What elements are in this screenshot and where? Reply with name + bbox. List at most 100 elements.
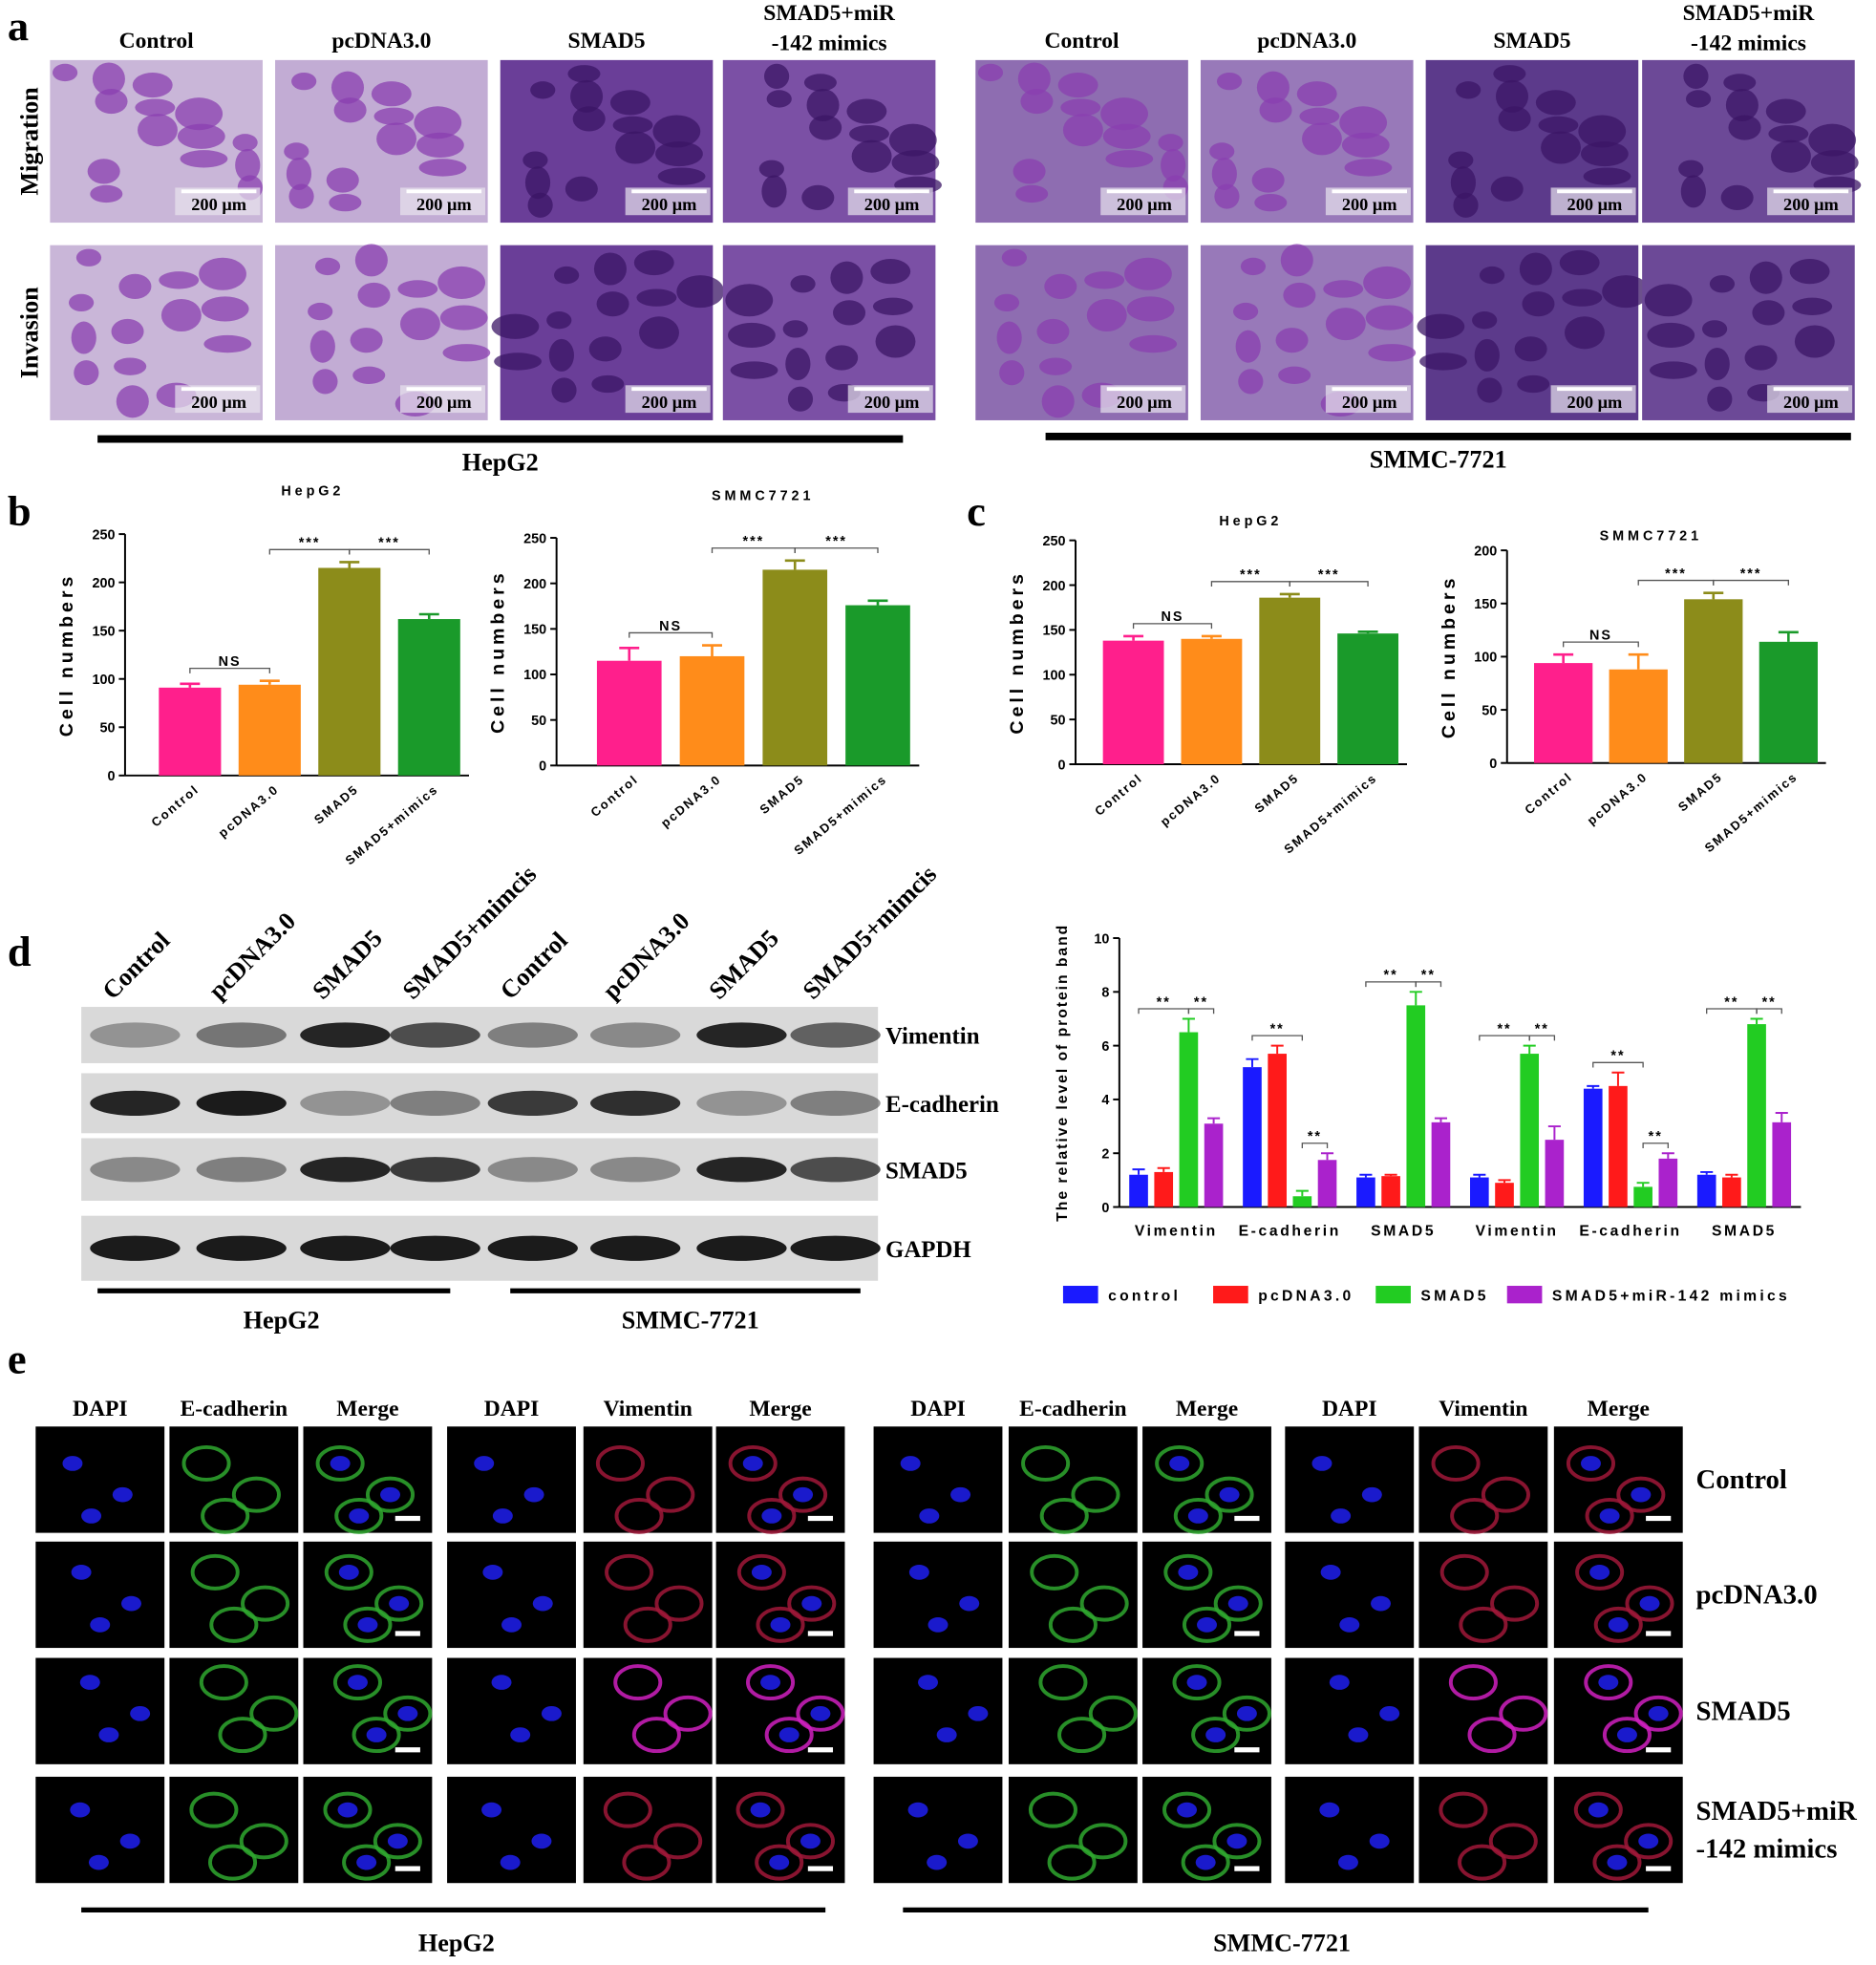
bar — [1495, 1183, 1514, 1207]
bar — [1154, 1171, 1174, 1207]
blot-band — [390, 1022, 480, 1048]
nucleus — [959, 1595, 980, 1612]
significance-label: ** — [1384, 968, 1398, 983]
cytoplasm — [1078, 1823, 1128, 1860]
x-tick-label: SMAD5 — [1712, 1224, 1777, 1240]
bar — [679, 655, 745, 766]
cell-blob — [1302, 122, 1342, 156]
nucleus — [1361, 1486, 1382, 1503]
cytoplasm — [631, 1717, 681, 1754]
cytoplasm — [332, 1664, 383, 1701]
cell-blob — [530, 81, 556, 99]
blot-band — [790, 1022, 881, 1048]
cell-blob — [138, 114, 178, 147]
nucleus — [1348, 1727, 1369, 1742]
cell-blob — [1792, 297, 1833, 315]
cytoplasm — [614, 1497, 664, 1534]
error-bar — [1201, 634, 1222, 639]
cell-blob — [175, 97, 224, 131]
nucleus — [793, 1486, 814, 1503]
cell-blob — [572, 106, 606, 132]
group-label: HepG2 — [418, 1930, 495, 1957]
cytoplasm — [1566, 1444, 1616, 1482]
blot-band — [90, 1090, 181, 1116]
lane-label: pcDNA3.0 — [597, 907, 694, 1004]
cell-blob — [1344, 159, 1393, 177]
y-tick-label: 200 — [92, 576, 115, 591]
cell-blob — [1211, 157, 1237, 191]
cell-blob — [1541, 131, 1581, 164]
legend-label: SMAD5+miR-142 mimics — [1552, 1289, 1790, 1305]
nucleus — [1607, 1854, 1628, 1870]
nucleus — [1337, 1854, 1358, 1870]
significance-label: ** — [1194, 994, 1208, 1010]
row-label: Migration — [15, 87, 43, 196]
cell-blob — [875, 325, 916, 358]
error-bar — [1703, 591, 1724, 600]
cell-blob — [1765, 98, 1806, 124]
cell-blob — [999, 360, 1025, 386]
cell-blob — [1015, 184, 1049, 203]
y-tick-label: 100 — [1043, 669, 1066, 684]
y-tick-label: 0 — [539, 759, 546, 775]
cytoplasm — [603, 1791, 652, 1828]
nucleus — [770, 1616, 791, 1633]
cell-blob — [350, 328, 383, 353]
column-header: DAPI — [484, 1397, 540, 1421]
cytoplasm — [208, 1844, 258, 1881]
cell-blob — [71, 321, 96, 354]
blot-band — [487, 1022, 578, 1048]
row-label: -142 mimics — [1695, 1833, 1837, 1864]
error-bar — [1750, 1017, 1763, 1025]
x-tick-label: SMAD5+mimics — [791, 772, 889, 858]
cytoplasm — [1448, 1664, 1498, 1701]
error-bar — [418, 612, 439, 620]
y-tick-label: 0 — [1489, 757, 1497, 772]
nucleus — [968, 1705, 989, 1721]
nucleus — [810, 1705, 831, 1721]
nucleus — [119, 1833, 140, 1849]
nucleus — [70, 1802, 91, 1818]
significance-label: ** — [1308, 1129, 1322, 1144]
significance-label: *** — [743, 534, 765, 549]
column-header: Vimentin — [1439, 1397, 1527, 1421]
nucleus — [79, 1675, 100, 1690]
nucleus — [1331, 1508, 1352, 1524]
nucleus — [750, 1802, 771, 1818]
cell-blob — [1158, 134, 1183, 152]
cell-blob — [1039, 357, 1073, 375]
cytoplasm — [383, 1695, 433, 1732]
cell-blob — [1126, 296, 1175, 322]
cell-blob — [491, 313, 540, 339]
significance-label: *** — [299, 536, 321, 551]
y-tick-label: 50 — [1051, 713, 1066, 728]
nucleus — [1177, 1802, 1198, 1818]
cell-blob — [830, 261, 863, 294]
column-header: Merge — [336, 1397, 398, 1421]
significance-bracket — [1415, 981, 1442, 988]
cell-blob — [132, 72, 173, 98]
legend-swatch — [1213, 1286, 1248, 1304]
cell-blob — [1233, 302, 1259, 321]
cell-blob — [1704, 348, 1730, 381]
blot-band — [487, 1090, 578, 1116]
bar — [238, 684, 301, 776]
cytoplasm — [654, 1585, 704, 1622]
cytoplasm — [1575, 1553, 1625, 1591]
cell-blob — [809, 115, 842, 140]
fluorescence-image — [1007, 1425, 1140, 1534]
cell-blob — [1519, 252, 1552, 286]
y-tick-label: 4 — [1101, 1093, 1109, 1108]
cell-blob — [312, 369, 338, 395]
significance-bracket — [1251, 1035, 1303, 1041]
cell-blob — [235, 148, 261, 182]
fluorescence-image — [582, 1425, 714, 1534]
nucleus — [71, 1564, 92, 1580]
cell-blob — [1044, 273, 1077, 299]
cell-blob — [418, 159, 467, 177]
x-tick-label: Vimentin — [1476, 1224, 1559, 1240]
cell-blob — [1278, 366, 1311, 384]
cell-blob — [1036, 318, 1070, 345]
significance-bracket — [189, 667, 270, 673]
nucleus — [397, 1705, 418, 1721]
